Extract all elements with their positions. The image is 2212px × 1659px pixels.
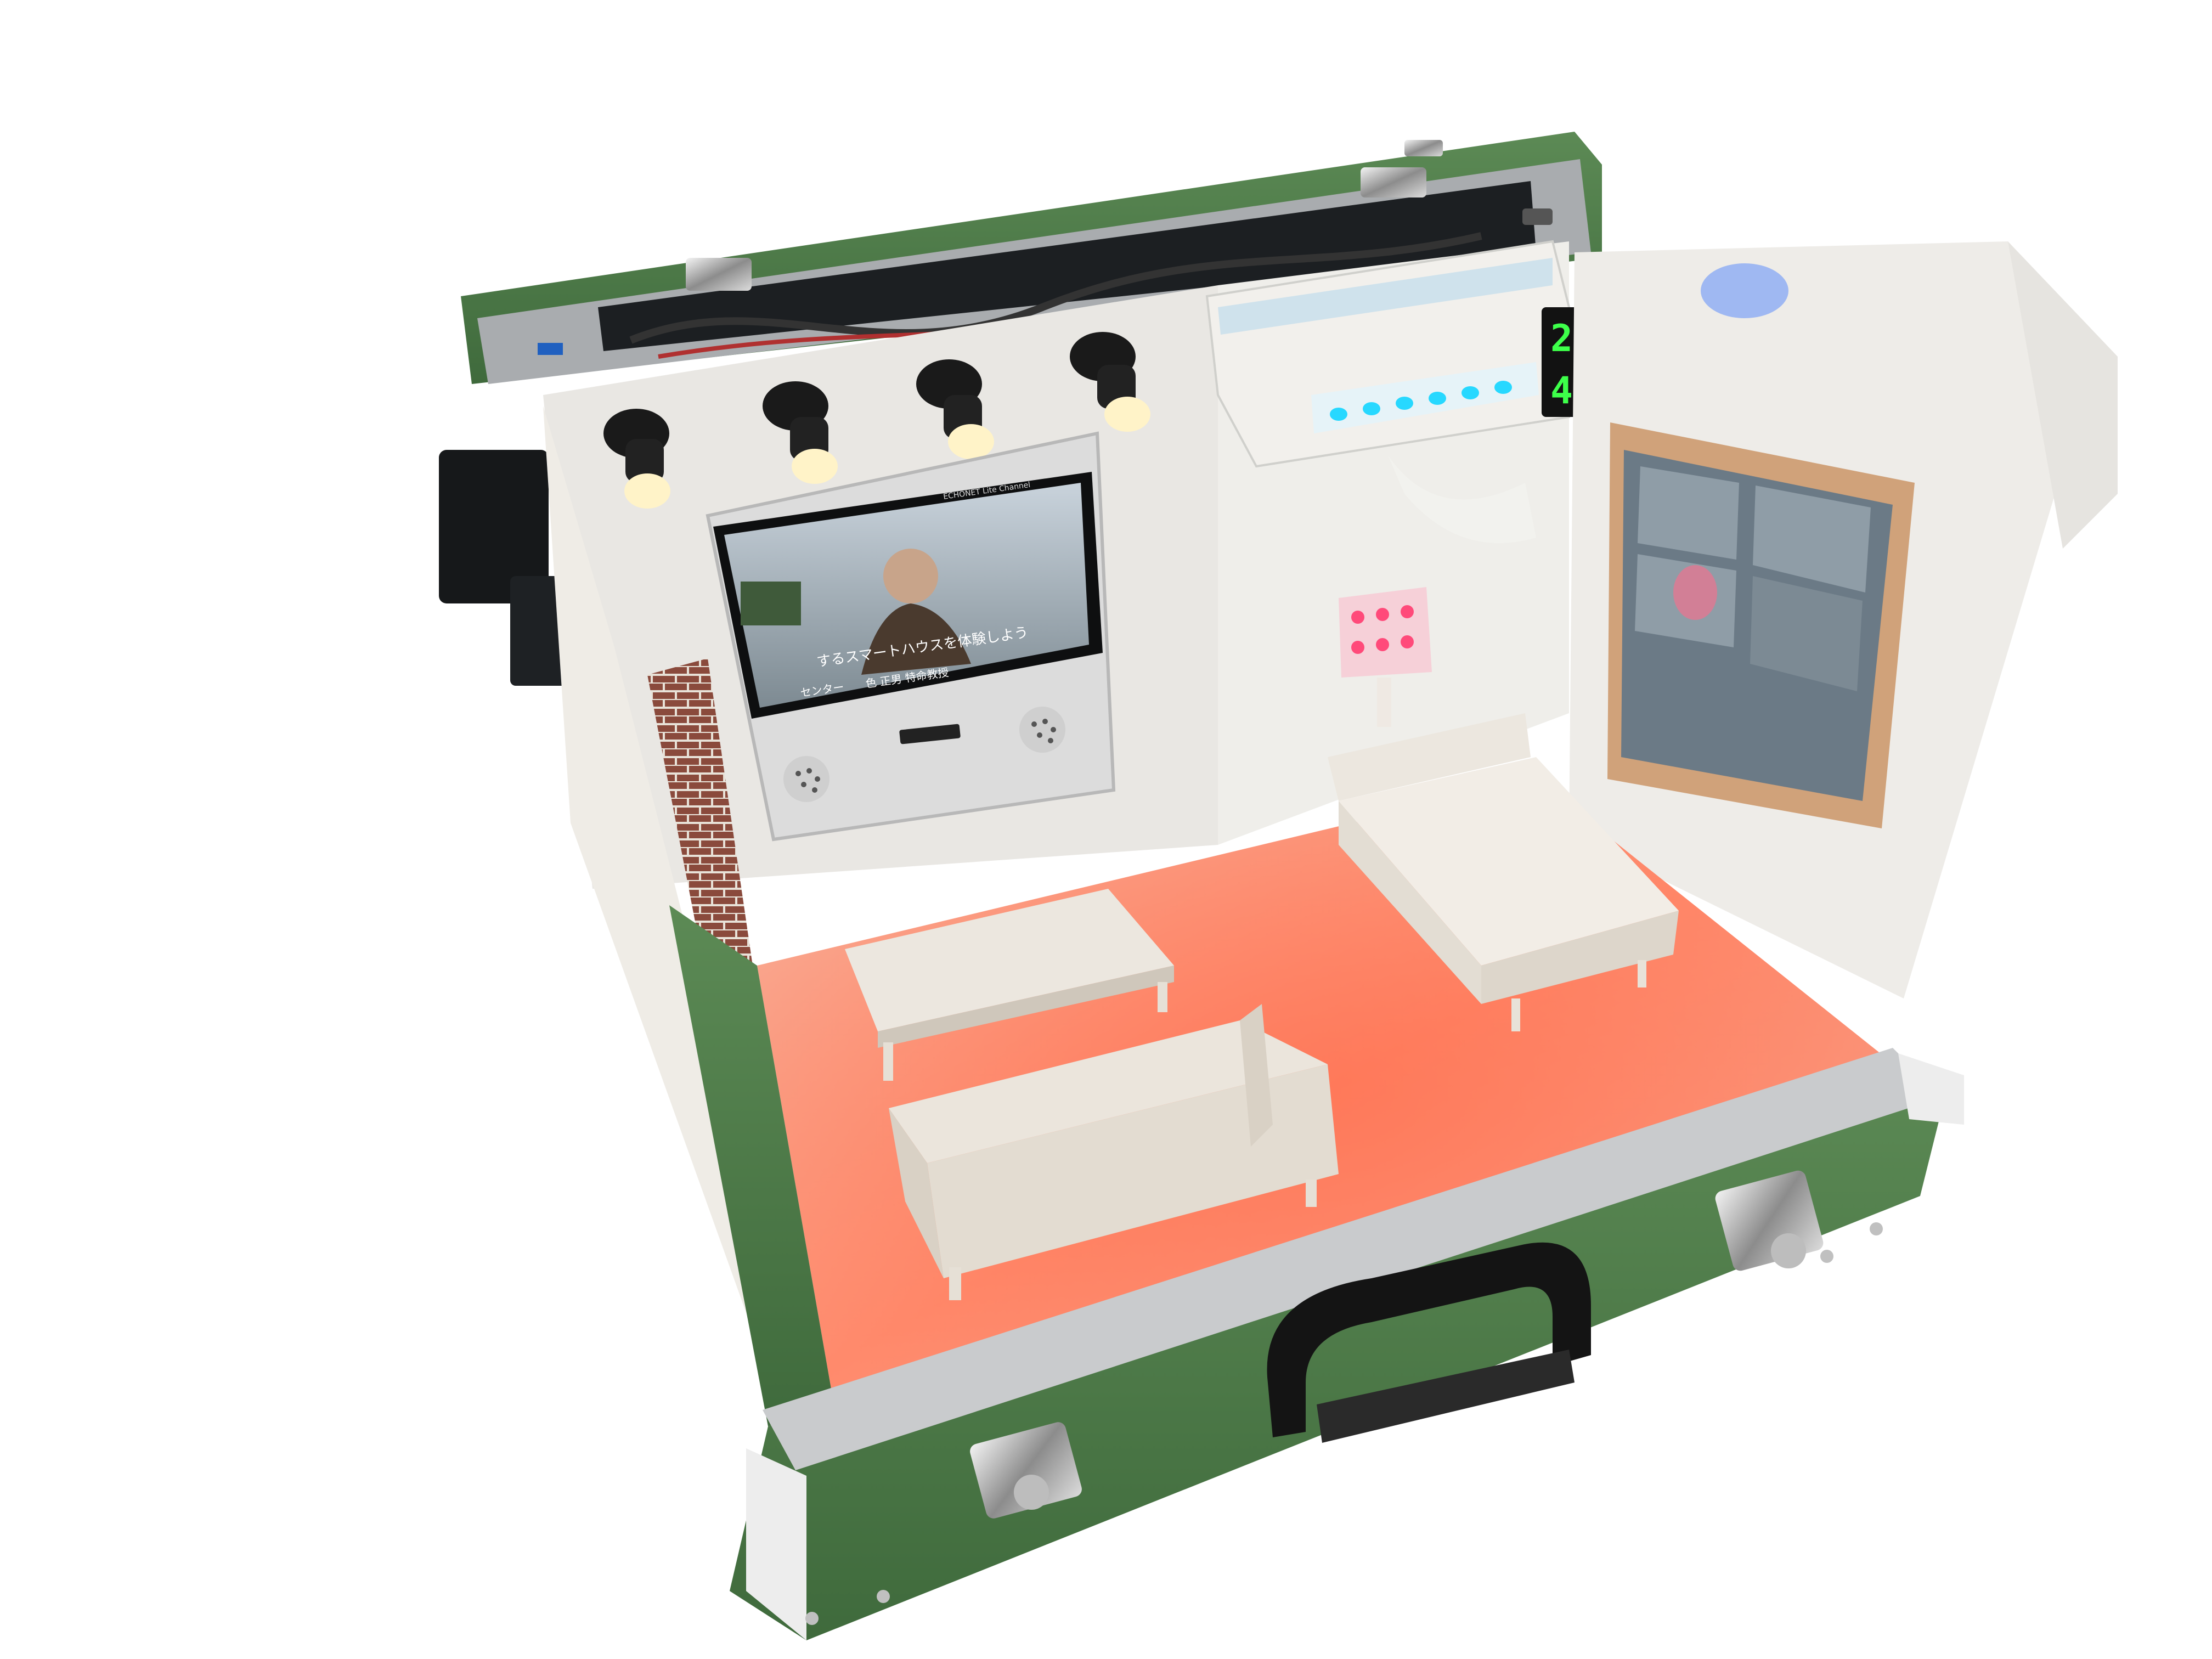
bed bbox=[1328, 713, 1679, 1031]
usb-port-icon bbox=[538, 343, 563, 355]
case-lid bbox=[461, 132, 1602, 384]
spotlight-icon bbox=[916, 359, 994, 459]
rivets bbox=[805, 1222, 1883, 1625]
right-wall bbox=[1569, 241, 2118, 998]
spotlight-icon bbox=[603, 409, 670, 509]
spotlights bbox=[603, 332, 1150, 509]
power-module bbox=[439, 450, 571, 686]
sofa bbox=[889, 1004, 1339, 1300]
latch-icon bbox=[970, 1422, 1082, 1519]
latch-icon bbox=[686, 258, 752, 291]
led-strip bbox=[1330, 381, 1512, 421]
speaker-grille-icon bbox=[783, 756, 830, 802]
latch-icon bbox=[1715, 1170, 1824, 1271]
table-lamp-icon bbox=[1339, 587, 1432, 727]
coffee-table bbox=[845, 889, 1174, 1081]
handle-icon bbox=[1267, 1242, 1591, 1443]
hdmi-port-icon bbox=[1522, 208, 1553, 225]
speaker-grille-icon bbox=[1019, 707, 1065, 753]
spotlight-icon bbox=[1070, 332, 1150, 432]
spotlight-icon bbox=[763, 381, 838, 484]
tv-monitor: するスマートハウスを体験しよう センター 色 正男 特命教授 ECHONET L… bbox=[706, 431, 1116, 842]
